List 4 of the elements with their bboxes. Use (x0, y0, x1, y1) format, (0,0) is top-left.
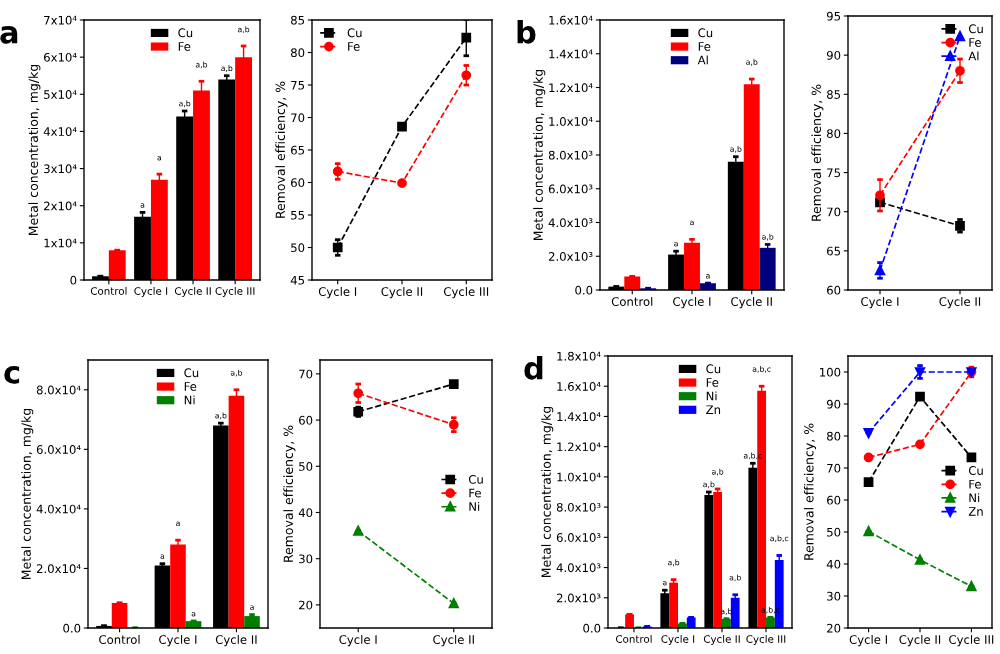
chart-title: a (0, 26, 18, 44)
chart-title: c (4, 366, 20, 384)
chart-title: d (524, 356, 543, 380)
chart-title: b (517, 20, 536, 44)
